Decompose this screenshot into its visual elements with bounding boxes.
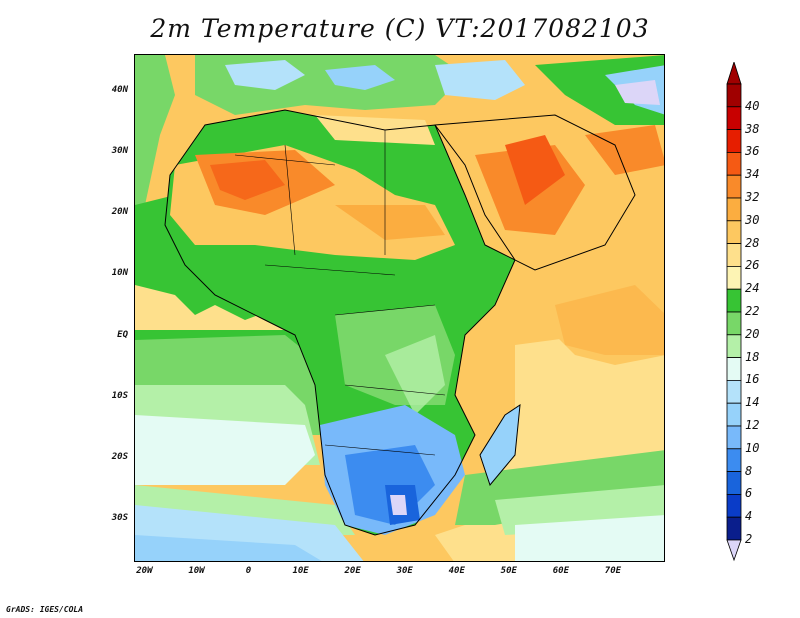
colorbar-label-26: 26 [745, 258, 759, 272]
grads-credit: GrADS: IGES/COLA [6, 605, 83, 614]
colorbar-label-8: 8 [745, 464, 752, 478]
colorbar-label-18: 18 [745, 350, 759, 364]
colorbar-swatch-26 [727, 244, 741, 267]
lat-tick-20n: 20N [88, 207, 128, 217]
colorbar-swatch-4 [727, 494, 741, 517]
colorbar-top-arrow [727, 62, 741, 84]
colorbar-label-28: 28 [745, 236, 759, 250]
colorbar-swatch-12 [727, 403, 741, 426]
lon-tick-10e: 10E [283, 566, 319, 576]
colorbar-label-32: 32 [745, 190, 759, 204]
colorbar-label-14: 14 [745, 395, 759, 409]
lon-tick-40e: 40E [439, 566, 475, 576]
colorbar-label-36: 36 [745, 144, 759, 158]
lon-tick-70e: 70E [595, 566, 631, 576]
colorbar-label-20: 20 [745, 327, 759, 341]
lon-tick-10w: 10W [178, 566, 214, 576]
lat-tick-30s: 30S [88, 513, 128, 523]
lon-tick-30e: 30E [387, 566, 423, 576]
lon-tick-60e: 60E [543, 566, 579, 576]
colorbar-swatch-38 [727, 107, 741, 130]
colorbar-label-34: 34 [745, 167, 759, 181]
colorbar-bottom-arrow [727, 540, 741, 560]
colorbar-label-4: 4 [745, 509, 752, 523]
colorbar-swatch-22 [727, 289, 741, 312]
colorbar-label-40: 40 [745, 99, 759, 113]
colorbar-swatch-20 [727, 312, 741, 335]
lon-tick-20w: 20W [126, 566, 162, 576]
colorbar-label-10: 10 [745, 441, 759, 455]
colorbar-swatch-32 [727, 175, 741, 198]
colorbar-swatch-16 [727, 358, 741, 381]
colorbar-swatch-18 [727, 335, 741, 358]
lat-tick-20s: 20S [88, 452, 128, 462]
lat-tick-eq: EQ [88, 330, 128, 340]
colorbar-swatch-40 [727, 84, 741, 107]
colorbar-label-30: 30 [745, 213, 759, 227]
colorbar-label-16: 16 [745, 372, 759, 386]
colorbar-swatch-34 [727, 152, 741, 175]
colorbar-label-22: 22 [745, 304, 759, 318]
lat-tick-30n: 30N [88, 146, 128, 156]
lat-tick-40n: 40N [88, 85, 128, 95]
colorbar-swatch-30 [727, 198, 741, 221]
temperature-field [135, 55, 665, 562]
lon-tick-50e: 50E [491, 566, 527, 576]
colorbar-label-24: 24 [745, 281, 759, 295]
colorbar-swatch-36 [727, 130, 741, 153]
colorbar-swatch-2 [727, 517, 741, 540]
lat-tick-10n: 10N [88, 268, 128, 278]
colorbar-swatch-8 [727, 449, 741, 472]
colorbar-label-38: 38 [745, 122, 759, 136]
colorbar-swatch-14 [727, 380, 741, 403]
temperature-map [134, 54, 665, 562]
lon-tick-20e: 20E [335, 566, 371, 576]
colorbar-swatch-10 [727, 426, 741, 449]
colorbar-swatch-28 [727, 221, 741, 244]
lat-tick-10s: 10S [88, 391, 128, 401]
map-title: 2m Temperature (C) VT:2017082103 [0, 14, 800, 43]
colorbar-swatch-24 [727, 266, 741, 289]
lon-tick-0: 0 [231, 566, 267, 576]
colorbar-swatch-6 [727, 472, 741, 495]
colorbar-label-6: 6 [745, 486, 752, 500]
colorbar-label-12: 12 [745, 418, 759, 432]
colorbar-label-2: 2 [745, 532, 752, 546]
